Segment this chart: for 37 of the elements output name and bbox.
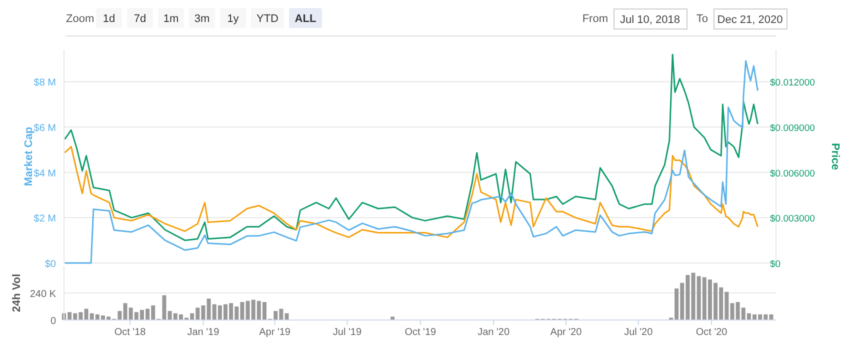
y-tick-label: $8 M (34, 78, 56, 89)
y-axis-title: 24h Vol (11, 274, 23, 312)
y-axis-title: Market Cap (23, 126, 35, 186)
x-tick-label: Apr '19 (259, 327, 291, 338)
button: 7d (127, 8, 153, 28)
button: 1y (220, 8, 246, 28)
y2-tick-label: $0.012000 (770, 78, 815, 89)
y-tick-label: $6 M (34, 123, 56, 134)
x-tick-label: Jul '19 (332, 327, 362, 338)
x-tick-label: Oct '19 (404, 327, 437, 338)
button: 3m (189, 8, 215, 28)
x-tick-label: Jul '20 (624, 327, 654, 338)
y-tick-label: 0 (50, 316, 56, 327)
x-tick-label: Jan '20 (478, 327, 510, 338)
y-tick-label: $4 M (34, 168, 56, 180)
date-field: Dec 21, 2020 (714, 8, 788, 30)
y-tick-label: $0 (44, 259, 56, 270)
y2-tick-label: $0.003000 (770, 214, 815, 225)
x-tick-label: Apr '20 (550, 327, 582, 338)
line-series (64, 146, 758, 238)
date-field: Jul 10, 2018 (614, 8, 688, 30)
button: YTD (251, 8, 284, 28)
y-tick-label: 240 K (30, 289, 56, 300)
y2-axis-title: Price (829, 143, 841, 170)
text: To (696, 13, 708, 25)
text: From (582, 13, 608, 25)
y-tick-label: $2 M (34, 214, 56, 225)
x-tick-label: Oct '18 (114, 327, 146, 338)
text: Zoom (66, 13, 94, 25)
x-tick-label: Oct '20 (696, 327, 728, 338)
y2-tick-label: $0 (770, 259, 781, 270)
y2-tick-label: $0.006000 (770, 168, 815, 180)
button: 1d (96, 8, 122, 28)
x-tick-label: Jan '19 (187, 327, 220, 338)
y2-tick-label: $0.009000 (770, 123, 815, 134)
button: 1m (158, 8, 184, 28)
button: ALL (289, 8, 322, 28)
